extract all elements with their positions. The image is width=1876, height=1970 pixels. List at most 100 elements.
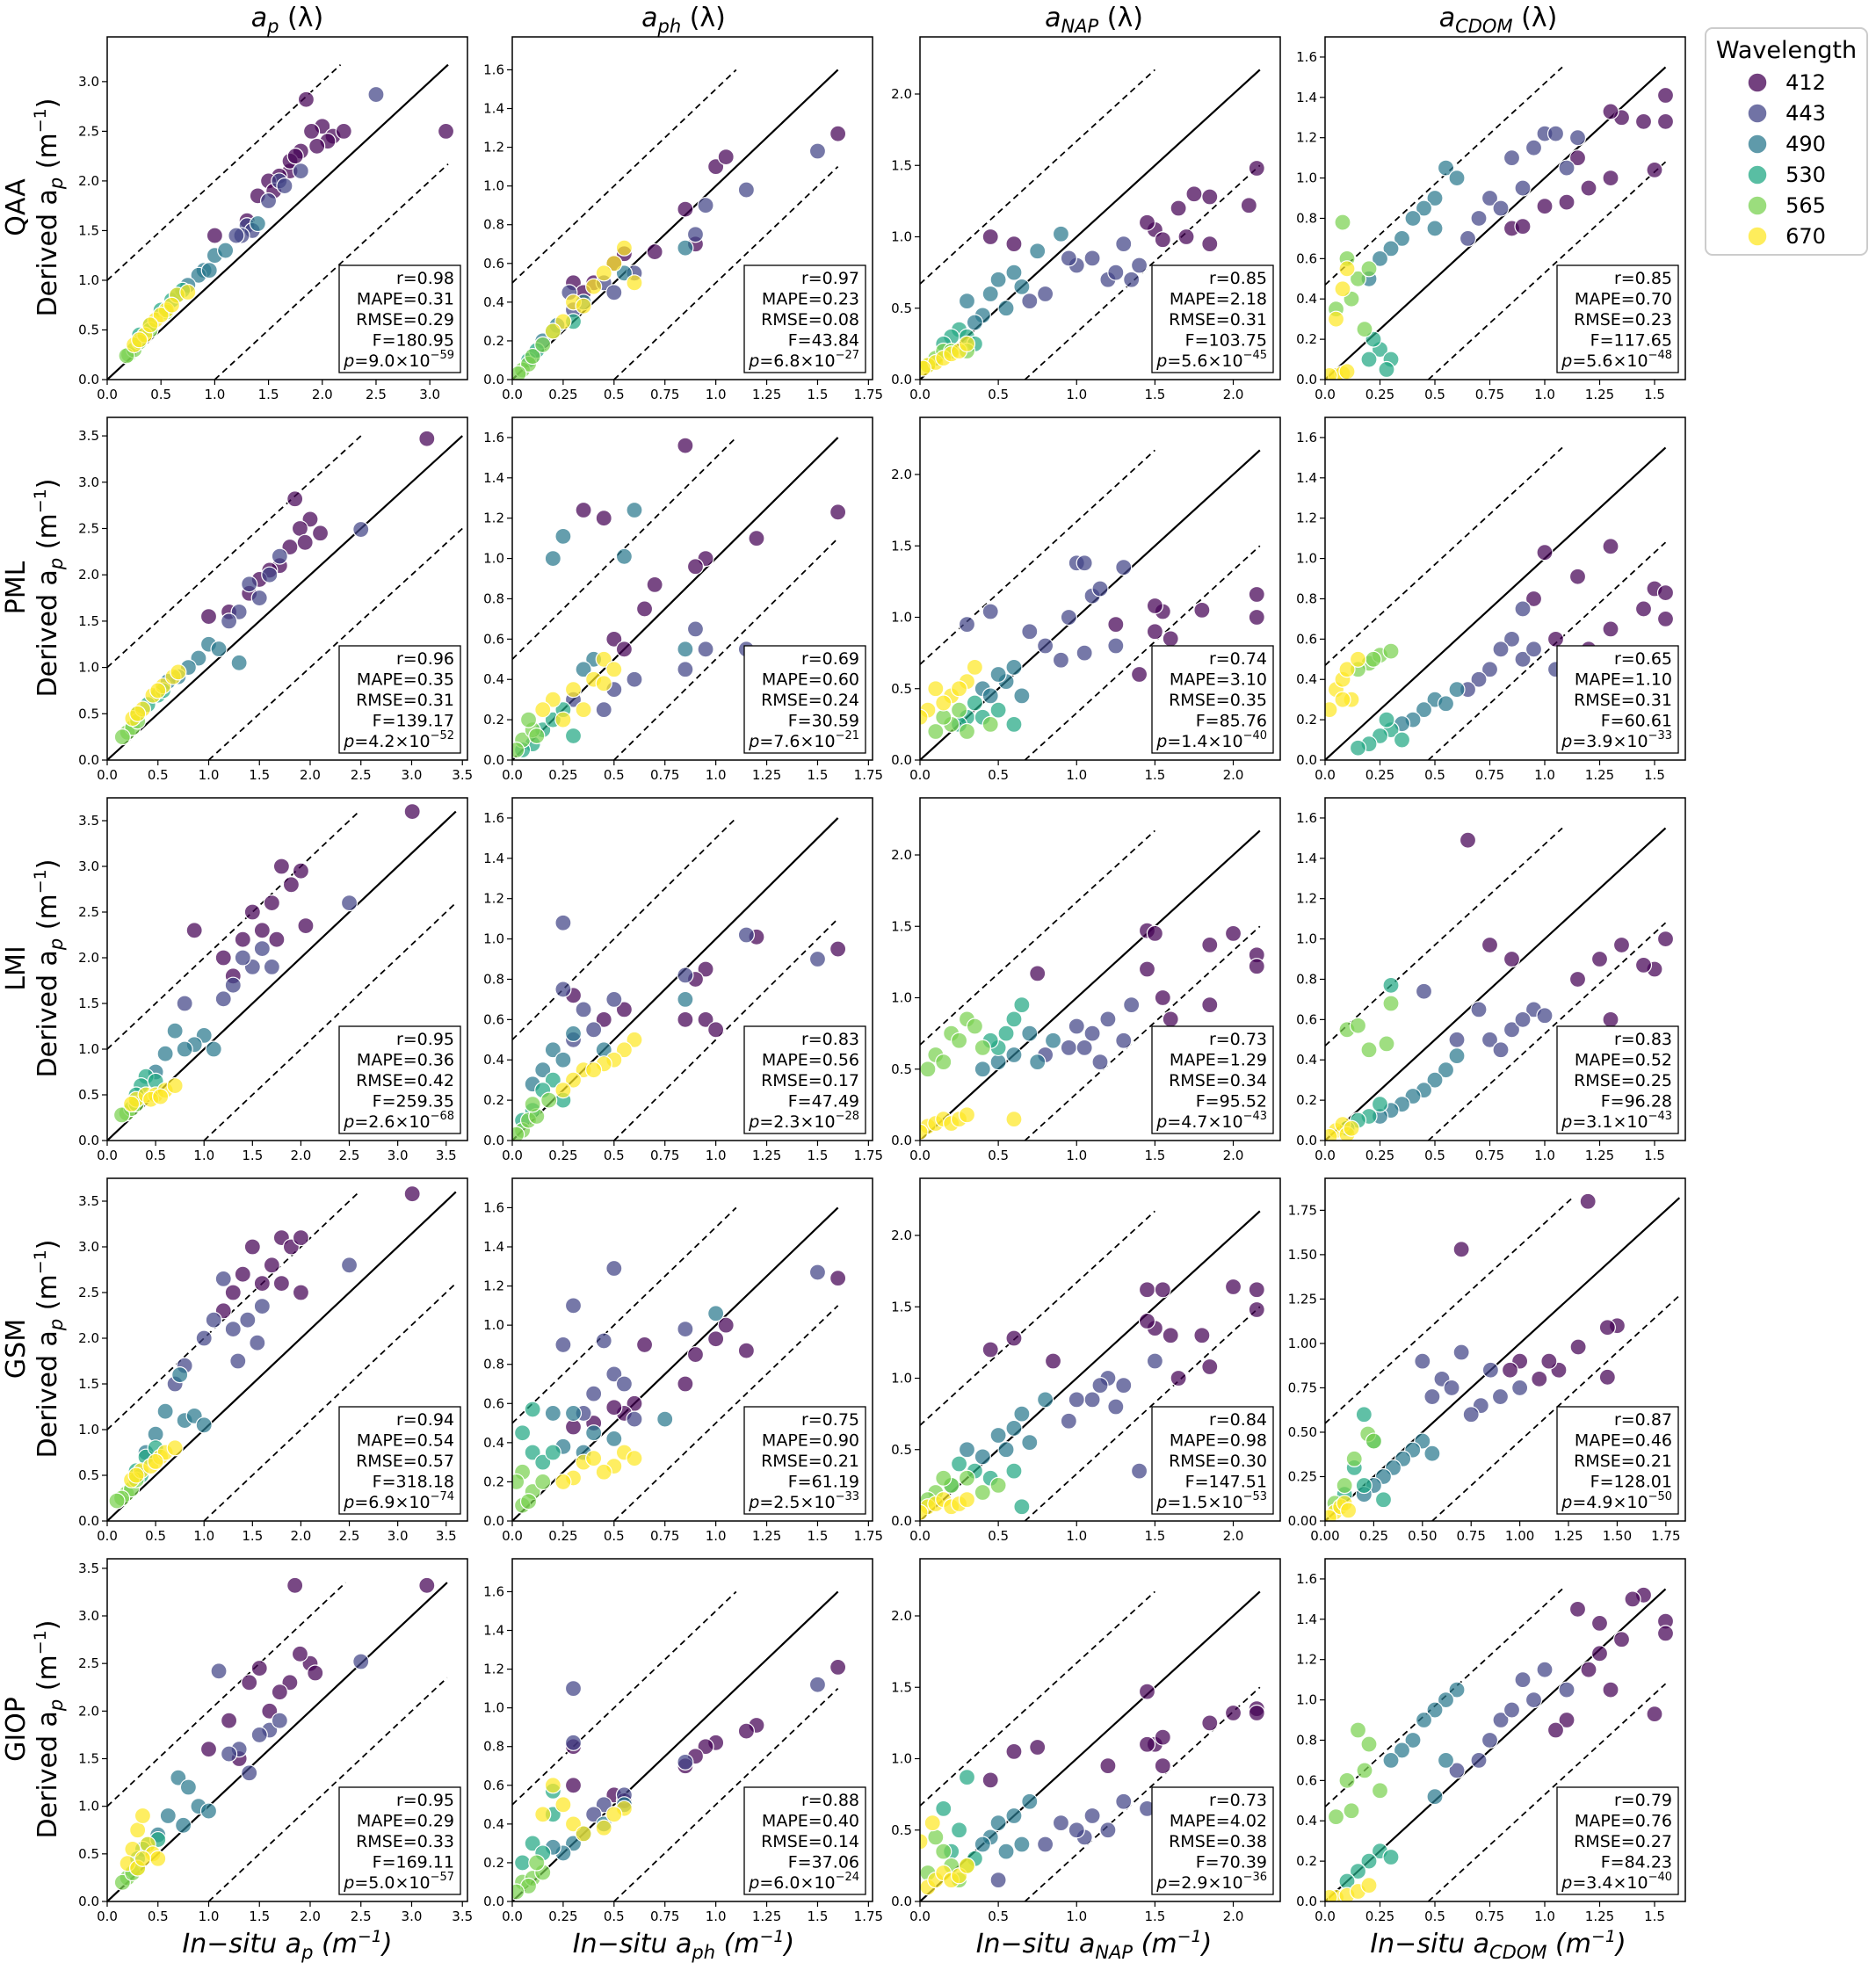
data-point-412 <box>1656 610 1675 628</box>
series-443 <box>989 1793 1156 1889</box>
y-tick-label: 0.2 <box>483 1474 504 1489</box>
data-points <box>113 1576 436 1891</box>
data-point-443 <box>1470 1751 1488 1770</box>
data-point-443 <box>677 1320 694 1338</box>
stat-rmse: RMSE=0.29 <box>356 310 454 330</box>
y-tick-label: 3.5 <box>78 1561 99 1576</box>
data-point-443 <box>686 620 705 638</box>
x-tick-label: 2.0 <box>1223 1528 1244 1544</box>
data-point-490 <box>1382 1751 1400 1770</box>
data-point-412 <box>635 1336 654 1354</box>
x-tick-label: 1.0 <box>1066 387 1087 402</box>
stats-box-frame <box>1151 1406 1274 1515</box>
data-point-443 <box>1091 580 1109 598</box>
data-point-490 <box>1423 1445 1441 1462</box>
data-point-530 <box>1013 1498 1031 1516</box>
data-point-412 <box>1656 930 1675 948</box>
data-point-490 <box>195 1416 213 1434</box>
row-model-name: GIOP <box>1 1697 32 1762</box>
stat-p: p=5.0×10−57 <box>343 1871 454 1893</box>
data-point-443 <box>686 226 705 243</box>
lower-bound-line <box>613 165 839 380</box>
data-point-443 <box>1115 235 1133 253</box>
reference-lines <box>512 1206 839 1521</box>
data-point-490 <box>1448 169 1466 187</box>
scatter-panel-r4-c2: 0.0 0.5 1.0 1.5 2.0 0.0 0.5 1.0 1.5 2.0 r=0.73 MAPE… <box>891 1558 1281 1924</box>
data-point-412 <box>1590 950 1609 968</box>
data-point-490 <box>605 1430 623 1448</box>
data-point-670 <box>152 306 170 324</box>
y-tick-label: 0.0 <box>891 1133 912 1148</box>
one-to-one-line <box>1325 446 1667 760</box>
x-tick-label: 1.0 <box>1534 767 1555 783</box>
data-points <box>920 1278 1265 1521</box>
y-tick-label: 0.5 <box>891 1061 912 1077</box>
series-443 <box>1021 235 1148 310</box>
data-point-443 <box>1076 554 1093 572</box>
data-point-530 <box>1378 360 1395 379</box>
data-point-670 <box>626 274 643 292</box>
x-tick-label: 2.5 <box>339 1528 360 1544</box>
data-point-670 <box>544 322 561 340</box>
data-point-443 <box>564 1680 583 1698</box>
series-490 <box>1360 159 1466 287</box>
y-tick-label: 0.6 <box>483 631 504 647</box>
y-tick-label: 3.0 <box>78 474 99 490</box>
data-point-565 <box>528 727 546 745</box>
data-point-443 <box>340 894 359 912</box>
data-point-412 <box>214 949 232 967</box>
x-tick-label: 0.0 <box>97 767 118 783</box>
data-point-443 <box>605 284 623 301</box>
data-point-490 <box>1021 1793 1039 1810</box>
data-point-412 <box>1193 601 1211 619</box>
x-tick-label: 3.0 <box>388 1148 409 1163</box>
y-tick-label: 1.5 <box>891 1679 912 1695</box>
y-axis-label: Derived ap (m−1) <box>31 479 67 698</box>
data-point-670 <box>595 1819 612 1836</box>
data-point-565 <box>1338 1771 1356 1789</box>
data-point-412 <box>1248 958 1265 975</box>
stat-r: r=0.94 <box>396 1410 454 1430</box>
series-412 <box>1503 86 1675 237</box>
x-tick-label: 1.5 <box>808 767 829 783</box>
data-point-443 <box>1481 1731 1499 1749</box>
x-tick-label: 0.25 <box>1365 387 1394 402</box>
data-point-530 <box>1005 1462 1023 1480</box>
data-point-443 <box>554 981 572 998</box>
y-tick-label: 3.0 <box>78 858 99 874</box>
y-tick-label: 0.0 <box>78 1133 99 1148</box>
y-tick-label: 1.2 <box>483 511 504 526</box>
x-tick-label: 2.0 <box>291 1528 312 1544</box>
series-670 <box>554 1031 643 1099</box>
stat-r: r=0.95 <box>396 1791 454 1810</box>
stat-f: F=30.59 <box>788 712 859 731</box>
y-tick-label: 1.50 <box>1288 1247 1317 1263</box>
data-point-490 <box>564 1025 583 1043</box>
y-tick-label: 0.8 <box>483 971 504 987</box>
data-point-412 <box>1099 1757 1117 1775</box>
lower-bound-line <box>1427 922 1667 1141</box>
data-point-565 <box>1378 1035 1395 1053</box>
upper-bound-line <box>920 829 1155 1046</box>
data-point-412 <box>1154 231 1171 249</box>
data-point-443 <box>626 1410 643 1428</box>
y-tick-label: 1.00 <box>1288 1336 1317 1351</box>
data-point-412 <box>1481 936 1499 954</box>
stats-box-frame <box>338 1025 461 1134</box>
data-point-443 <box>1146 1352 1163 1370</box>
data-point-490 <box>1437 1061 1455 1079</box>
y-tick-label: 1.25 <box>1288 1291 1317 1307</box>
x-tick-label: 1.0 <box>1066 1908 1087 1924</box>
column-titles: ap (λ) aph (λ) aNAP (λ) aCDOM (λ) <box>251 3 1558 37</box>
data-point-670 <box>1325 1888 1338 1901</box>
row-labels: QAA Derived ap (m−1) PML Derived ap (m−1… <box>1 98 67 1839</box>
data-point-530 <box>966 694 983 712</box>
data-point-443 <box>1107 637 1125 655</box>
data-point-412 <box>1558 193 1575 211</box>
data-point-443 <box>1492 1711 1510 1729</box>
y-tick-label: 0.0 <box>78 1894 99 1909</box>
series-670 <box>125 283 197 354</box>
